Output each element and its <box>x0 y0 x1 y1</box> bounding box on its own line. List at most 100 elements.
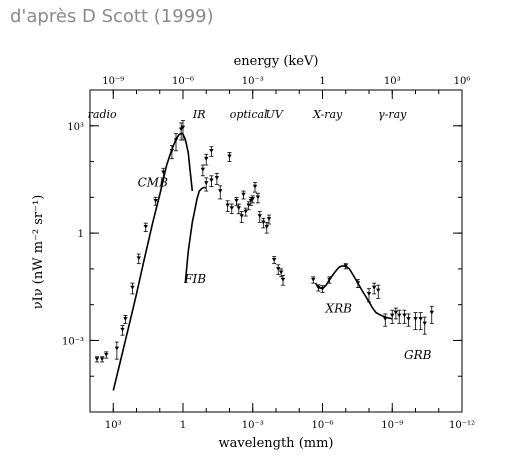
data-series <box>94 120 434 391</box>
data-point <box>136 256 141 261</box>
data-point <box>255 195 261 200</box>
data-point <box>225 203 230 208</box>
data-point <box>234 199 239 203</box>
data-point <box>169 148 175 153</box>
data-point <box>104 352 109 357</box>
data-point <box>402 313 407 318</box>
curve-label: GRB <box>404 348 432 362</box>
x2-tick-label: 10⁻³ <box>242 76 264 87</box>
data-point <box>204 156 209 161</box>
data-point <box>200 167 206 172</box>
series-line <box>184 186 207 284</box>
x2-tick-label: 10⁻⁹ <box>102 76 124 87</box>
x2-tick-label: 10³ <box>384 76 401 87</box>
data-point <box>422 321 427 326</box>
data-point <box>397 313 402 318</box>
data-point <box>94 357 100 362</box>
x2-tick-label: 1 <box>319 76 325 87</box>
curve-label: XRB <box>325 302 353 316</box>
y-tick-label: 10³ <box>67 122 84 133</box>
x-tick-label: 10⁻⁹ <box>381 420 403 431</box>
data-point <box>250 197 255 201</box>
series-xray-points <box>311 263 381 303</box>
data-point <box>257 214 262 219</box>
data-point <box>209 148 214 153</box>
data-point <box>271 257 277 262</box>
data-point <box>204 181 209 186</box>
y-axis-title: νIν (nW m⁻² sr⁻¹) <box>31 195 46 310</box>
data-point <box>261 220 266 225</box>
region-label: UV <box>266 108 284 121</box>
series-xrb <box>314 265 393 320</box>
data-point <box>413 317 418 321</box>
series-gamma-points <box>383 305 434 335</box>
series-cmb <box>112 132 194 391</box>
data-point <box>209 178 214 183</box>
series-line <box>314 265 393 320</box>
x2-tick-label: 10⁶ <box>454 76 471 87</box>
data-point <box>278 270 284 275</box>
data-point <box>264 225 269 229</box>
data-point <box>123 317 128 321</box>
data-point <box>355 281 361 286</box>
region-label: radio <box>88 108 117 121</box>
data-point <box>316 285 321 290</box>
data-point <box>120 327 125 332</box>
data-point <box>390 313 395 318</box>
series-radio-points <box>94 120 186 363</box>
series-line <box>112 132 194 391</box>
data-point <box>406 317 411 321</box>
tick-marks <box>89 89 463 413</box>
data-point <box>161 170 166 175</box>
data-point <box>178 127 184 132</box>
data-point <box>311 277 316 282</box>
data-point <box>114 346 120 351</box>
data-point <box>418 317 423 321</box>
x-tick-label: 10⁻³ <box>242 420 264 431</box>
data-point <box>343 264 348 269</box>
data-point <box>383 317 388 321</box>
data-point <box>143 225 148 229</box>
x-tick-label: 1 <box>180 420 186 431</box>
data-point <box>320 286 325 291</box>
x-axis-title: wavelength (mm) <box>219 436 334 451</box>
data-point <box>241 192 246 197</box>
annotations: 10³ 1 10⁻³ 10⁻⁶ 10⁻⁹ 10⁻¹² 10⁻⁹ 10⁻⁶ 10⁻³ 1 10³ 10⁶… <box>62 76 475 431</box>
x2-axis-title: energy (keV) <box>234 54 319 69</box>
data-point <box>393 310 399 315</box>
data-point <box>366 292 372 296</box>
data-point <box>173 138 179 143</box>
data-point <box>180 125 186 130</box>
data-point <box>236 206 241 211</box>
data-point <box>239 214 244 219</box>
data-point <box>229 206 234 211</box>
x-tick-label: 10⁻⁶ <box>311 420 333 431</box>
x2-tick-label: 10⁻⁶ <box>172 76 194 87</box>
data-point <box>276 267 281 271</box>
data-point <box>252 184 258 189</box>
x-tick-label: 10³ <box>105 420 122 431</box>
source-caption: d'après D Scott (1999) <box>10 6 214 27</box>
curve-label: CMB <box>138 176 168 190</box>
series-ir-optical-points <box>200 146 272 234</box>
y-tick-label: 10⁻³ <box>62 336 84 347</box>
data-point <box>130 285 135 290</box>
data-point <box>327 277 332 282</box>
series-fib <box>184 186 207 284</box>
series-uv-points <box>271 256 286 286</box>
data-point <box>243 209 248 214</box>
data-point <box>376 288 381 293</box>
y-tick-label: 1 <box>78 229 84 240</box>
data-point <box>153 199 158 203</box>
region-label: X-ray <box>312 108 343 121</box>
curve-label: FIB <box>183 272 206 286</box>
region-label: optical <box>230 108 268 121</box>
data-point <box>371 285 377 290</box>
data-point <box>280 277 286 282</box>
data-point <box>429 310 434 315</box>
region-label: γ-ray <box>378 108 407 121</box>
data-point <box>227 154 232 159</box>
data-point <box>214 176 220 180</box>
data-point <box>248 199 254 203</box>
